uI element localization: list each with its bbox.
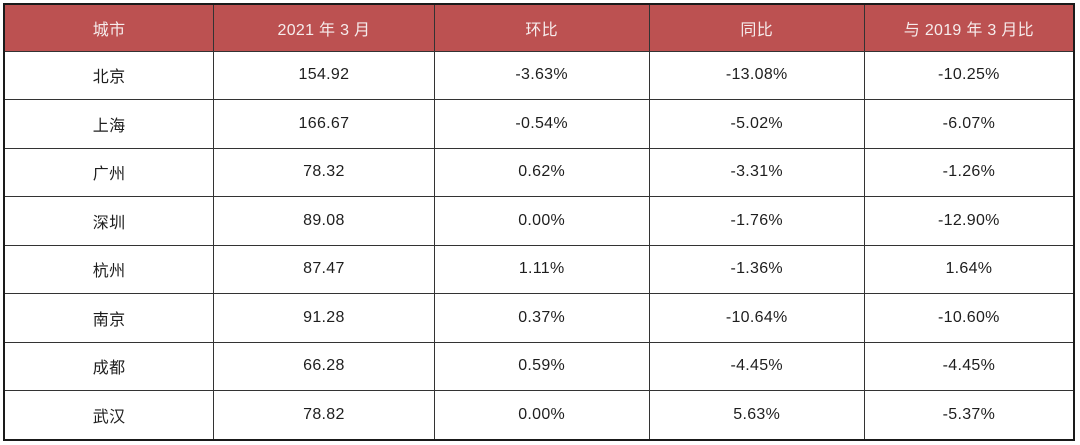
value-cell: -12.90% [863,196,1075,246]
column-header: 城市 [3,3,215,52]
value-cell: 78.82 [213,390,435,441]
value-cell: 0.00% [433,390,650,441]
table-row: 武汉 78.82 0.00% 5.63% -5.37% [3,390,1075,441]
table-row: 广州 78.32 0.62% -3.31% -1.26% [3,147,1075,197]
value-cell: 154.92 [213,50,435,100]
table-row: 深圳 89.08 0.00% -1.76% -12.90% [3,196,1075,246]
table-row: 上海 166.67 -0.54% -5.02% -6.07% [3,99,1075,149]
city-cell: 南京 [3,293,215,343]
header-row: 城市 2021 年 3 月环比 同比与 2019 年 3 月比 [3,3,1075,52]
city-cell: 北京 [3,50,215,100]
value-cell: -0.54% [433,99,650,149]
city-cell: 杭州 [3,244,215,294]
value-cell: -1.76% [648,196,865,246]
city-price-table: 城市 2021 年 3 月环比 同比与 2019 年 3 月比 北京 154.92 -3… [3,3,1075,441]
value-cell: 166.67 [213,99,435,149]
column-header: 环比 [433,3,650,52]
table-header: 城市 2021 年 3 月环比 同比与 2019 年 3 月比 [3,3,1075,52]
value-cell: -3.31% [648,147,865,197]
city-cell: 武汉 [3,390,215,441]
table-row: 北京 154.92 -3.63% -13.08% -10.25% [3,50,1075,100]
city-cell: 广州 [3,147,215,197]
value-cell: 78.32 [213,147,435,197]
value-cell: -10.60% [863,293,1075,343]
value-cell: -1.36% [648,244,865,294]
value-cell: 0.62% [433,147,650,197]
value-cell: 5.63% [648,390,865,441]
city-cell: 深圳 [3,196,215,246]
value-cell: 1.11% [433,244,650,294]
value-cell: 91.28 [213,293,435,343]
value-cell: 66.28 [213,341,435,391]
value-cell: -5.37% [863,390,1075,441]
value-cell: 87.47 [213,244,435,294]
table-body: 北京 154.92 -3.63% -13.08% -10.25% 上海 166.67 -0.5… [3,50,1075,441]
column-header: 2021 年 3 月 [213,3,435,52]
value-cell: -13.08% [648,50,865,100]
table-row: 成都 66.28 0.59% -4.45% -4.45% [3,341,1075,391]
table-row: 南京 91.28 0.37% -10.64% -10.60% [3,293,1075,343]
city-cell: 成都 [3,341,215,391]
value-cell: -4.45% [648,341,865,391]
value-cell: -5.02% [648,99,865,149]
value-cell: -4.45% [863,341,1075,391]
value-cell: -6.07% [863,99,1075,149]
value-cell: 0.59% [433,341,650,391]
value-cell: -3.63% [433,50,650,100]
value-cell: -10.64% [648,293,865,343]
value-cell: 0.00% [433,196,650,246]
column-header: 与 2019 年 3 月比 [863,3,1075,52]
value-cell: 0.37% [433,293,650,343]
city-cell: 上海 [3,99,215,149]
value-cell: -10.25% [863,50,1075,100]
value-cell: 1.64% [863,244,1075,294]
value-cell: 89.08 [213,196,435,246]
column-header: 同比 [648,3,865,52]
value-cell: -1.26% [863,147,1075,197]
table-row: 杭州 87.47 1.11% -1.36% 1.64% [3,244,1075,294]
